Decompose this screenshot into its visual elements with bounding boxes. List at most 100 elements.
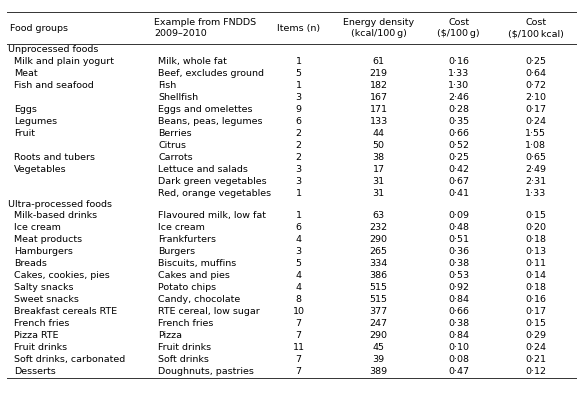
Text: Cost
($/100 g): Cost ($/100 g) [437,18,480,38]
Text: 1·30: 1·30 [448,81,469,90]
Text: 133: 133 [370,117,388,126]
Text: Unprocessed foods: Unprocessed foods [8,45,99,54]
Text: Energy density
(kcal/100 g): Energy density (kcal/100 g) [343,18,414,38]
Text: 334: 334 [370,259,388,268]
Text: 3: 3 [296,165,302,174]
Text: Carrots: Carrots [159,153,193,162]
Text: 0·42: 0·42 [448,165,469,174]
Text: Beef, excludes ground: Beef, excludes ground [159,69,264,78]
Text: 290: 290 [370,331,388,340]
Text: 0·64: 0·64 [525,69,546,78]
Text: 0·84: 0·84 [448,331,469,340]
Text: Cost
($/100 kcal): Cost ($/100 kcal) [508,18,564,38]
Text: 0·16: 0·16 [448,57,469,66]
Text: 0·35: 0·35 [448,117,469,126]
Text: 0·41: 0·41 [448,189,469,198]
Text: Legumes: Legumes [14,117,57,126]
Text: Fruit: Fruit [14,129,35,138]
Text: 0·09: 0·09 [448,212,469,220]
Text: 38: 38 [373,153,385,162]
Text: 0·25: 0·25 [448,153,469,162]
Text: Items (n): Items (n) [277,24,320,33]
Text: Potato chips: Potato chips [159,283,216,292]
Text: 0·11: 0·11 [525,259,546,268]
Text: Eggs: Eggs [14,105,37,114]
Text: 2: 2 [296,141,301,150]
Text: RTE cereal, low sugar: RTE cereal, low sugar [159,307,260,316]
Text: Beans, peas, legumes: Beans, peas, legumes [159,117,263,126]
Text: Soft drinks, carbonated: Soft drinks, carbonated [14,355,125,364]
Text: 6: 6 [296,117,301,126]
Text: Breakfast cereals RTE: Breakfast cereals RTE [14,307,117,316]
Text: 39: 39 [373,355,385,364]
Text: 0·84: 0·84 [448,296,469,305]
Text: 167: 167 [370,93,388,102]
Text: 0·10: 0·10 [448,343,469,352]
Text: Fruit drinks: Fruit drinks [159,343,212,352]
Text: 0·66: 0·66 [448,129,469,138]
Text: Cakes and pies: Cakes and pies [159,271,230,281]
Text: 0·14: 0·14 [525,271,546,281]
Text: 0·28: 0·28 [448,105,469,114]
Text: 0·92: 0·92 [448,283,469,292]
Text: Salty snacks: Salty snacks [14,283,73,292]
Text: 0·29: 0·29 [525,331,546,340]
Text: Biscuits, muffins: Biscuits, muffins [159,259,237,268]
Text: 1·33: 1·33 [525,189,546,198]
Text: 7: 7 [296,320,301,328]
Text: 386: 386 [370,271,388,281]
Text: 290: 290 [370,236,388,244]
Text: 182: 182 [370,81,388,90]
Text: Ice cream: Ice cream [14,223,61,232]
Text: 7: 7 [296,355,301,364]
Text: Meat products: Meat products [14,236,82,244]
Text: 8: 8 [296,296,301,305]
Text: Eggs and omelettes: Eggs and omelettes [159,105,253,114]
Text: 3: 3 [296,177,302,186]
Text: Candy, chocolate: Candy, chocolate [159,296,241,305]
Text: Milk-based drinks: Milk-based drinks [14,212,97,220]
Text: 7: 7 [296,367,301,376]
Text: Citrus: Citrus [159,141,187,150]
Text: Lettuce and salads: Lettuce and salads [159,165,248,174]
Text: Food groups: Food groups [10,24,68,33]
Text: 0·24: 0·24 [525,117,546,126]
Text: Vegetables: Vegetables [14,165,66,174]
Text: Frankfurters: Frankfurters [159,236,216,244]
Text: 232: 232 [370,223,388,232]
Text: 4: 4 [296,236,301,244]
Text: 515: 515 [370,283,388,292]
Text: Ice cream: Ice cream [159,223,205,232]
Text: 0·51: 0·51 [448,236,469,244]
Text: 0·38: 0·38 [448,320,469,328]
Text: Pizza: Pizza [159,331,182,340]
Text: Fish: Fish [159,81,177,90]
Text: 2: 2 [296,153,301,162]
Text: 0·53: 0·53 [448,271,469,281]
Text: Fish and seafood: Fish and seafood [14,81,94,90]
Text: Soft drinks: Soft drinks [159,355,209,364]
Text: 0·48: 0·48 [448,223,469,232]
Text: 6: 6 [296,223,301,232]
Text: Milk and plain yogurt: Milk and plain yogurt [14,57,114,66]
Text: Pizza RTE: Pizza RTE [14,331,58,340]
Text: 2: 2 [296,129,301,138]
Text: 0·52: 0·52 [448,141,469,150]
Text: 1·08: 1·08 [525,141,546,150]
Text: 1: 1 [296,189,301,198]
Text: 7: 7 [296,331,301,340]
Text: Sweet snacks: Sweet snacks [14,296,79,305]
Text: 0·67: 0·67 [448,177,469,186]
Text: French fries: French fries [14,320,69,328]
Text: 0·12: 0·12 [525,367,546,376]
Text: 0·21: 0·21 [525,355,546,364]
Text: Desserts: Desserts [14,367,55,376]
Text: 44: 44 [373,129,385,138]
Text: 0·18: 0·18 [525,283,546,292]
Text: 0·17: 0·17 [525,105,546,114]
Text: Hamburgers: Hamburgers [14,247,73,256]
Text: Roots and tubers: Roots and tubers [14,153,95,162]
Text: 5: 5 [296,69,301,78]
Text: French fries: French fries [159,320,214,328]
Text: 61: 61 [373,57,385,66]
